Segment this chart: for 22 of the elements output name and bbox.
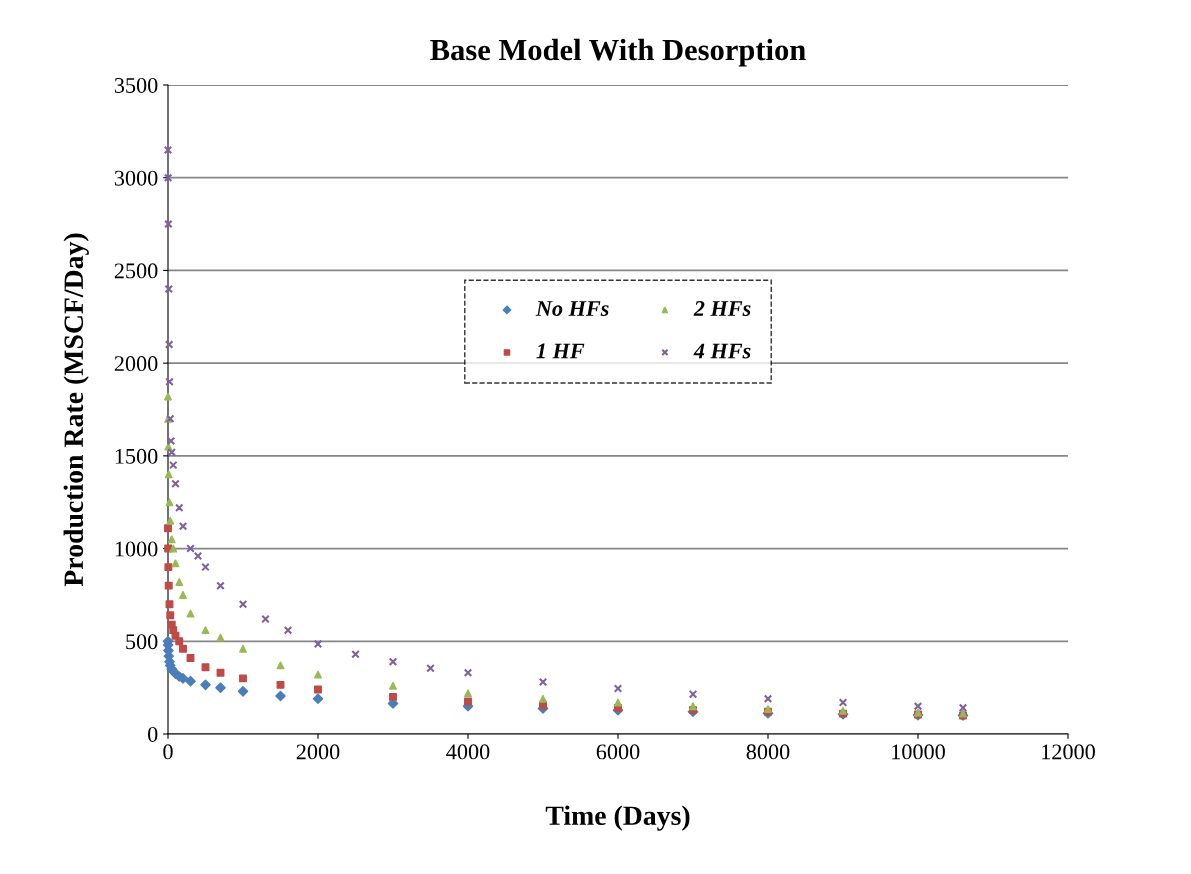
- y-axis-title: Production Rate (MSCF/Day): [63, 233, 89, 587]
- y-tick-label: 2000: [114, 356, 158, 372]
- y-tick-label: 500: [126, 634, 158, 650]
- x-tick-label: 8000: [746, 744, 790, 760]
- x-tick-label: 12000: [1042, 744, 1095, 760]
- x-tick-label: 4000: [446, 744, 490, 760]
- legend-label: No HFs: [535, 301, 609, 316]
- legend-label: 1 HF: [536, 343, 585, 359]
- y-tick-label: 1000: [115, 541, 158, 557]
- y-tick-label: 2500: [114, 263, 158, 279]
- y-tick-label: 1500: [115, 448, 158, 464]
- chart-title: Base Model With Desorption: [430, 38, 806, 67]
- x-tick-label: 2000: [296, 744, 340, 760]
- legend-label: 4 HFs: [693, 343, 751, 359]
- x-tick-label: 0: [163, 744, 173, 760]
- x-tick-label: 10000: [892, 744, 945, 760]
- y-tick-label: 3000: [114, 170, 158, 186]
- x-tick-label: 6000: [596, 744, 640, 760]
- x-axis-title: Time (Days): [545, 805, 690, 831]
- y-tick-label: 3500: [114, 77, 158, 93]
- y-tick-label: 0: [148, 726, 158, 742]
- legend-label: 2 HFs: [693, 301, 751, 316]
